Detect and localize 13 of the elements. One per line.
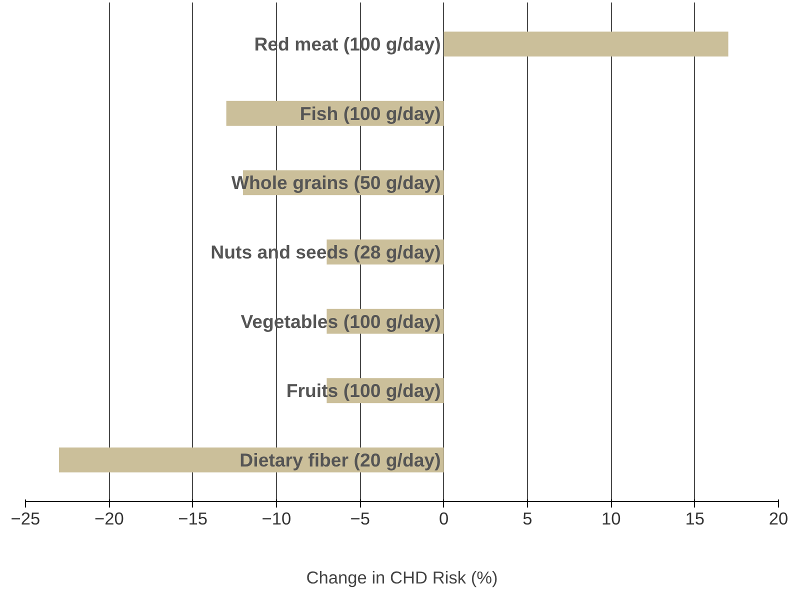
x-tick-label: 10	[602, 508, 621, 528]
x-tick-label: −20	[94, 508, 124, 528]
x-tick-label: 0	[439, 508, 449, 528]
x-tick-label: 5	[522, 508, 532, 528]
x-axis-title: Change in CHD Risk (%)	[306, 568, 498, 588]
x-tick-label: −25	[10, 508, 40, 528]
x-tick-label: −5	[350, 508, 370, 528]
x-tick-label: −15	[178, 508, 208, 528]
x-tick-label: −10	[262, 508, 292, 528]
y-tick-label: Dietary fiber (20 g/day)	[240, 449, 441, 470]
x-tick-label: 20	[768, 508, 788, 528]
y-tick-label: Fish (100 g/day)	[300, 102, 441, 124]
x-tick-label: 15	[685, 508, 704, 528]
